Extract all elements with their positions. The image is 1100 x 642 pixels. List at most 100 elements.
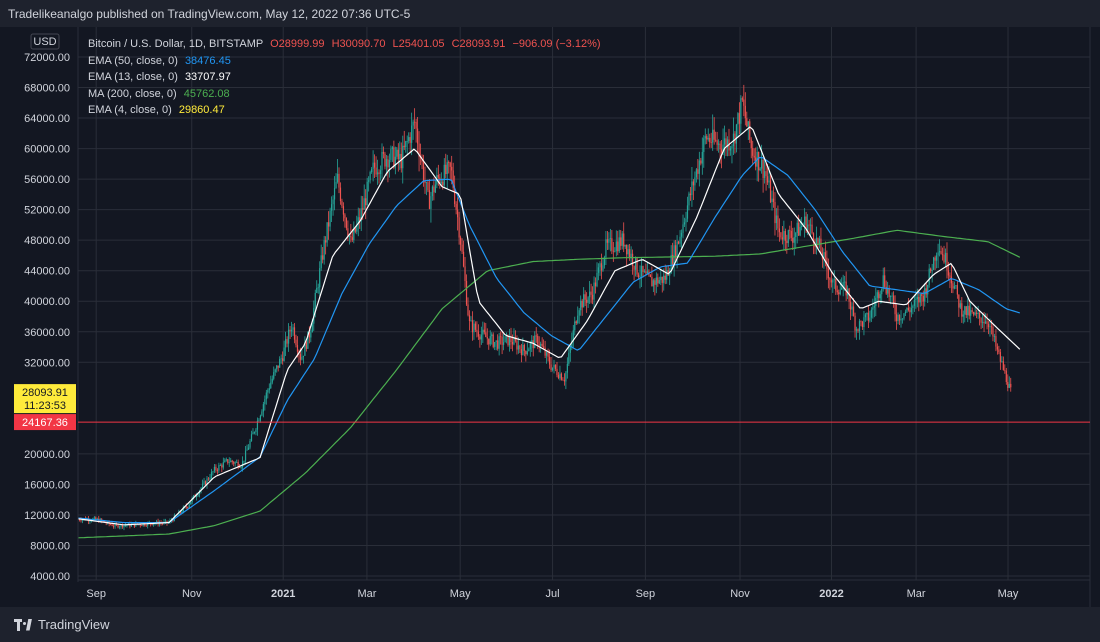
candle-body xyxy=(516,340,518,350)
candle-body xyxy=(703,138,705,152)
price-chart[interactable]: USD 72000.00 68000.00 64000.00 60000.00 56000… xyxy=(0,27,1100,607)
candle-body xyxy=(676,241,678,258)
y-tick-label: 36000.00 xyxy=(24,327,70,339)
candle-body xyxy=(110,523,112,525)
candle-body xyxy=(307,331,309,349)
candle-body xyxy=(418,143,420,157)
candle-body xyxy=(594,282,597,287)
legend-indicator-ema13[interactable]: EMA (13, close, 0) 33707.97 xyxy=(88,69,601,86)
y-tick-label: 12000.00 xyxy=(24,510,70,522)
candle-body xyxy=(829,278,831,280)
candle-body xyxy=(781,237,783,240)
candle-body xyxy=(808,224,810,226)
candle-body xyxy=(384,153,386,167)
candle-body xyxy=(947,270,950,276)
candle-body xyxy=(747,121,749,127)
candle-body xyxy=(442,181,444,186)
candle-body xyxy=(873,305,875,308)
candle-body xyxy=(363,198,365,210)
candle-body xyxy=(643,271,646,273)
candle-body xyxy=(531,340,533,344)
legend-indicator-ema4[interactable]: EMA (4, close, 0) 29860.47 xyxy=(88,102,601,119)
candle-body xyxy=(627,249,629,255)
candle-body xyxy=(285,339,287,348)
candle-body xyxy=(669,272,671,276)
candle-body xyxy=(240,467,242,469)
candle-body xyxy=(698,160,700,174)
candle-body xyxy=(302,355,305,357)
candle-body xyxy=(508,336,511,346)
candle-body xyxy=(467,304,469,316)
candle-body xyxy=(339,187,342,202)
candle-body xyxy=(955,285,957,287)
candle-body xyxy=(393,147,395,168)
candle-body xyxy=(986,321,988,325)
candle-body xyxy=(304,342,306,356)
candle-body xyxy=(403,145,405,148)
candle-body xyxy=(885,286,887,294)
candle-body xyxy=(606,239,608,243)
candle-body xyxy=(996,346,999,350)
candle-body xyxy=(660,276,662,281)
candle-body xyxy=(123,525,125,528)
tradingview-logo[interactable]: TradingView xyxy=(14,617,110,632)
candle-body xyxy=(672,254,674,266)
legend-indicator-ma200[interactable]: MA (200, close, 0) 45762.08 xyxy=(88,86,601,103)
candle-body xyxy=(777,215,779,229)
candle-body xyxy=(738,113,740,124)
candle-body xyxy=(812,233,815,244)
candle-body xyxy=(673,245,675,266)
candle-body xyxy=(981,321,984,323)
legend-high: H30090.70 xyxy=(331,38,386,50)
legend-indicator-ema50[interactable]: EMA (50, close, 0) 38476.45 xyxy=(88,53,601,70)
candle-body xyxy=(443,164,445,186)
candle-body xyxy=(372,162,374,170)
candle-body xyxy=(142,523,144,526)
candle-body xyxy=(296,345,299,352)
indicator-label: EMA (4, close, 0) xyxy=(88,104,172,116)
ema50-line[interactable] xyxy=(77,156,1020,524)
candle-body xyxy=(249,441,251,448)
candle-body xyxy=(944,252,947,263)
candle-body xyxy=(486,337,488,339)
candle-body xyxy=(827,268,829,279)
candle-body xyxy=(448,162,450,163)
candle-body xyxy=(818,238,821,244)
candle-body xyxy=(565,372,567,382)
candle-body xyxy=(953,286,955,289)
candle-body xyxy=(726,139,729,148)
candle-body xyxy=(746,118,748,127)
candle-body xyxy=(1008,383,1010,388)
candle-body xyxy=(910,308,912,313)
candle-body xyxy=(750,139,752,149)
candle-body xyxy=(720,149,723,153)
candle-body xyxy=(778,228,781,233)
candle-body xyxy=(980,317,982,323)
candle-body xyxy=(425,182,428,184)
candle-body xyxy=(987,324,990,328)
chart-frame[interactable]: USD 72000.00 68000.00 64000.00 60000.00 56000… xyxy=(0,27,1100,607)
candle-body xyxy=(333,188,336,200)
candle-body xyxy=(930,268,932,272)
candle-body xyxy=(301,356,303,360)
candle-body xyxy=(310,332,312,338)
candle-body xyxy=(399,153,401,160)
candle-body xyxy=(411,125,413,143)
candle-body xyxy=(933,257,935,270)
candle-body xyxy=(666,270,668,280)
x-tick-label: Mar xyxy=(907,588,926,600)
currency-label[interactable]: USD xyxy=(33,36,56,48)
candle-body xyxy=(559,373,561,379)
indicator-label: MA (200, close, 0) xyxy=(88,87,177,100)
candle-body xyxy=(743,99,745,106)
ma200-line[interactable] xyxy=(77,229,1021,539)
candle-body xyxy=(870,309,872,318)
candle-body xyxy=(526,351,528,355)
candle-body xyxy=(329,210,331,227)
ema13-line[interactable] xyxy=(77,126,1021,526)
candle-body xyxy=(485,332,487,338)
candle-body xyxy=(679,236,681,244)
candle-body xyxy=(654,280,656,285)
candle-body xyxy=(675,245,677,258)
time-axis: Sep Nov 2021 Mar May Jul Sep Nov 2022 Mar May xyxy=(86,588,1018,600)
